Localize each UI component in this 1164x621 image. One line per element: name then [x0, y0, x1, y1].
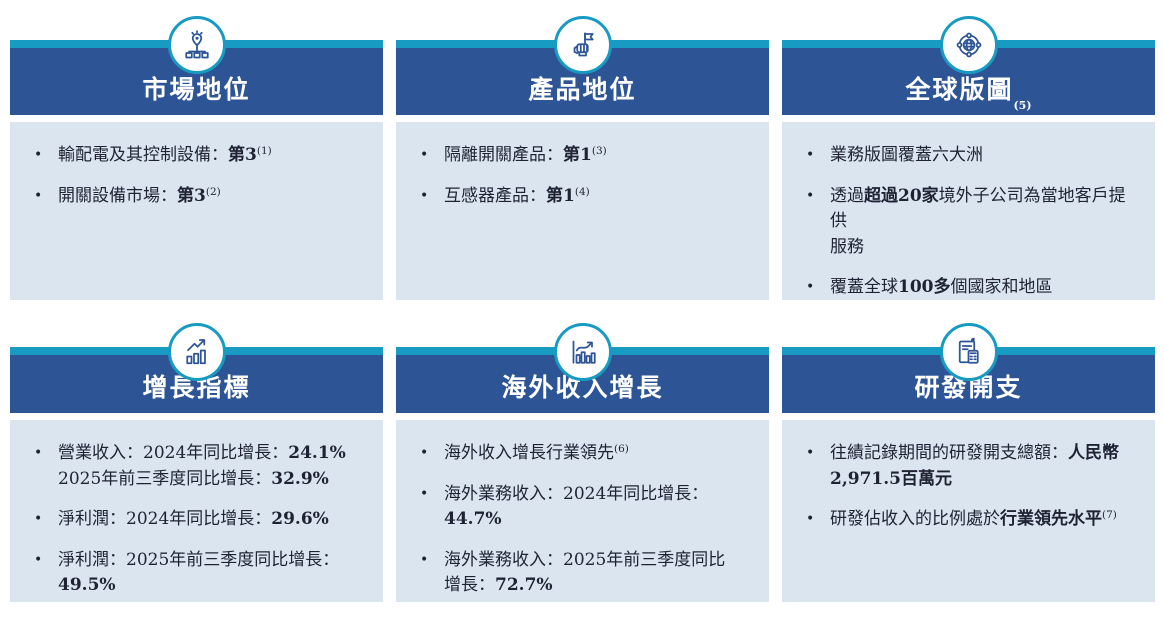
bullet-text: 營業收入：2024年同比增長：24.1% 2025年前三季度同比增長：32.9% [58, 443, 346, 489]
bullet-item: • 海外收入增長行業領先(6) [420, 441, 745, 467]
bullet-text: 海外業務收入：2025年前三季度同比 增長：72.7% [444, 549, 726, 596]
card-separator [10, 115, 383, 122]
bullet-text: 淨利潤：2025年前三季度同比增長：49.5% [58, 549, 340, 596]
bullet-text: 互感器產品：第1(4) [444, 185, 590, 206]
bullet-dot: • [806, 445, 815, 461]
rising-bar-chart-icon [182, 337, 212, 367]
bullet-text: 海外收入增長行業領先(6) [444, 443, 629, 463]
bullet-item: • 海外業務收入：2024年同比增長：44.7% [420, 482, 745, 533]
card-separator [782, 115, 1155, 122]
card-icon-circle [939, 323, 998, 381]
globe-network-icon [954, 30, 984, 60]
bullet-text: 輸配電及其控制設備：第3(1) [58, 145, 272, 165]
card-global-footprint: 全球版圖 (5) • 業務版圖覆蓋六大洲 • 透過超過20家境外子公司為當地客戶提供 服務… [782, 16, 1155, 300]
bullet-dot: • [420, 551, 429, 568]
card-body: • 業務版圖覆蓋六大洲 • 透過超過20家境外子公司為當地客戶提供 服務 • 覆蓋全球100… [782, 122, 1155, 300]
bullet-dot: • [34, 551, 43, 568]
bullet-item: • 業務版圖覆蓋六大洲 [806, 143, 1131, 169]
bullet-text: 海外業務收入：2024年同比增長：44.7% [444, 483, 709, 530]
bullet-item: • 覆蓋全球100多個國家和地區 [806, 275, 1131, 301]
card-separator [782, 413, 1155, 420]
bullet-text: 淨利潤：2024年同比增長：29.6% [58, 509, 329, 529]
card-header: 海外收入增長 [396, 355, 769, 413]
bullet-dot: • [34, 147, 43, 163]
bullet-item: • 輸配電及其控制設備：第3(1) [34, 143, 359, 169]
overseas-growth-chart-icon [568, 337, 598, 367]
bullet-text: 業務版圖覆蓋六大洲 [830, 145, 983, 165]
card-separator [396, 115, 769, 122]
bullet-dot: • [420, 147, 429, 163]
card-title: 全球版圖 (5) [905, 75, 1032, 112]
card-overseas-revenue-growth: 海外收入增長 • 海外收入增長行業領先(6) • 海外業務收入：2024年同比增長：4… [396, 323, 769, 602]
card-title: 產品地位 [528, 75, 637, 104]
bullet-dot: • [34, 445, 43, 461]
card-icon-circle [167, 323, 226, 381]
card-body: • 海外收入增長行業領先(6) • 海外業務收入：2024年同比增長：44.7% • 海外… [396, 420, 769, 602]
card-icon-circle [553, 323, 612, 381]
card-icon-circle [167, 16, 226, 74]
bullet-item: • 淨利潤：2025年前三季度同比增長：49.5% [34, 548, 359, 599]
card-icon-circle [553, 16, 612, 74]
card-icon-circle [939, 16, 998, 74]
bullet-item: • 海外業務收入：2025年前三季度同比 增長：72.7% [420, 548, 745, 599]
expense-report-icon [954, 337, 984, 367]
card-separator [396, 413, 769, 420]
card-body: • 營業收入：2024年同比增長：24.1% 2025年前三季度同比增長：32.9%… [10, 420, 383, 602]
card-body: • 隔離開關產品：第1(3) • 互感器產品：第1(4) [396, 122, 769, 300]
bullet-dot: • [806, 147, 815, 163]
bullet-item: • 互感器產品：第1(4) [420, 184, 745, 210]
card-separator [10, 413, 383, 420]
bullet-dot: • [34, 511, 43, 527]
bullet-text: 往績記錄期間的研發開支總額：人民幣 2,971.5百萬元 [830, 443, 1119, 489]
bullet-dot: • [420, 187, 429, 204]
bullet-item: • 透過超過20家境外子公司為當地客戶提供 服務 [806, 184, 1131, 261]
bullet-item: • 開關設備市場：第3(2) [34, 184, 359, 210]
infographic-grid: 市場地位 • 輸配電及其控制設備：第3(1) • 開關設備市場：第3(2) 產品地位 … [10, 16, 1155, 602]
card-growth-metrics: 增長指標 • 營業收入：2024年同比增長：24.1% 2025年前三季度同比增長：… [10, 323, 383, 602]
card-header: 市場地位 [10, 48, 383, 115]
bullet-item: • 隔離開關產品：第1(3) [420, 143, 745, 169]
card-rd-expenditure: 研發開支 • 往績記錄期間的研發開支總額：人民幣 2,971.5百萬元 • 研發佔收入的… [782, 323, 1155, 602]
bullet-item: • 研發佔收入的比例處於行業領先水平(7) [806, 507, 1131, 533]
bullet-text: 開關設備市場：第3(2) [58, 185, 221, 206]
bullet-text: 覆蓋全球100多個國家和地區 [830, 277, 1053, 297]
card-product-position: 產品地位 • 隔離開關產品：第1(3) • 互感器產品：第1(4) [396, 16, 769, 300]
bullet-item: • 淨利潤：2024年同比增長：29.6% [34, 507, 359, 533]
bullet-dot: • [420, 445, 429, 461]
bullet-item: • 往績記錄期間的研發開支總額：人民幣 2,971.5百萬元 [806, 441, 1131, 492]
bullet-text: 隔離開關產品：第1(3) [444, 145, 607, 165]
card-market-position: 市場地位 • 輸配電及其控制設備：第3(1) • 開關設備市場：第3(2) [10, 16, 383, 300]
card-title: 市場地位 [142, 75, 251, 104]
bullet-text: 研發佔收入的比例處於行業領先水平(7) [830, 509, 1117, 529]
bullet-dot: • [420, 485, 429, 502]
bullet-text: 透過超過20家境外子公司為當地客戶提供 服務 [830, 185, 1126, 257]
bullet-dot: • [806, 279, 815, 295]
card-body: • 輸配電及其控制設備：第3(1) • 開關設備市場：第3(2) [10, 122, 383, 300]
flag-in-hand-icon [568, 30, 598, 60]
bullet-dot: • [806, 187, 815, 204]
card-body: • 往績記錄期間的研發開支總額：人民幣 2,971.5百萬元 • 研發佔收入的比例處於行… [782, 420, 1155, 602]
bullet-item: • 營業收入：2024年同比增長：24.1% 2025年前三季度同比增長：32.9% [34, 441, 359, 492]
network-pin-icon [182, 30, 212, 60]
bullet-dot: • [806, 511, 815, 527]
bullet-dot: • [34, 187, 43, 204]
